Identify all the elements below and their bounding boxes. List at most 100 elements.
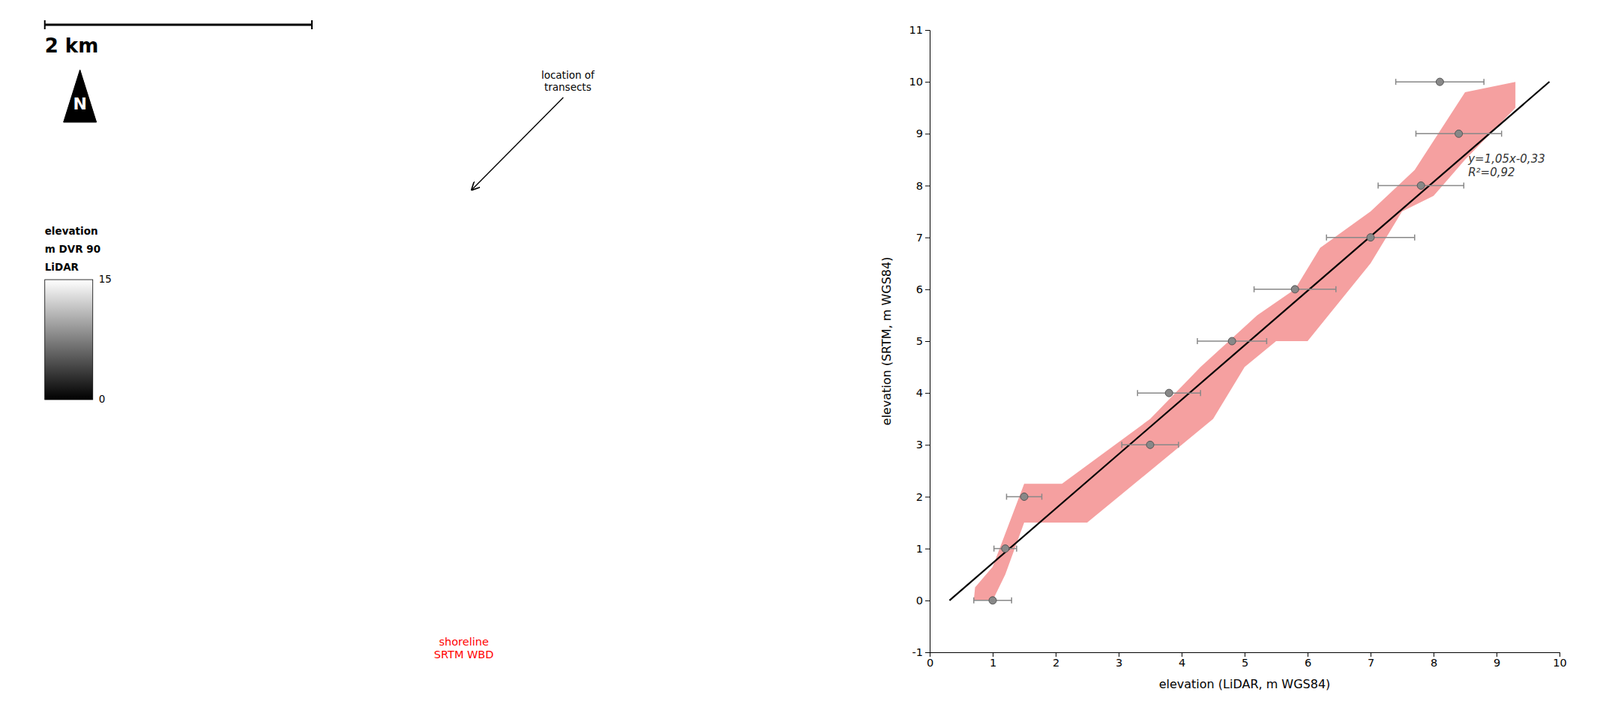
tick-mark bbox=[1181, 652, 1183, 657]
plot-area bbox=[949, 77, 1550, 605]
error-bar bbox=[1326, 234, 1415, 241]
tick-label: 10 bbox=[909, 75, 923, 88]
scatter-point bbox=[1417, 182, 1425, 190]
tick: 0 bbox=[916, 594, 930, 607]
tick-mark bbox=[1118, 652, 1120, 657]
error-bar-cap bbox=[1414, 234, 1416, 241]
tick-mark bbox=[925, 341, 930, 342]
tick: 10 bbox=[909, 75, 930, 88]
tick-mark bbox=[925, 444, 930, 446]
scale-bar-end bbox=[311, 20, 313, 30]
error-bar-cap bbox=[1136, 389, 1139, 396]
tick: -1 bbox=[912, 646, 930, 659]
text-line: R²=0,92 bbox=[1468, 165, 1515, 180]
error-bar-cap bbox=[1266, 338, 1268, 345]
scatter-point bbox=[1146, 440, 1154, 449]
tick-label: 1 bbox=[916, 542, 923, 555]
tick-label: 5 bbox=[916, 335, 923, 348]
tick-label: 6 bbox=[916, 283, 923, 296]
error-bar-cap bbox=[1010, 597, 1013, 604]
axis-domain bbox=[925, 30, 931, 654]
tick-mark bbox=[925, 652, 930, 654]
error-bar-cap bbox=[1120, 441, 1123, 448]
tick: 1 bbox=[989, 652, 997, 669]
error-bar bbox=[1197, 338, 1267, 345]
tick-mark bbox=[925, 81, 930, 83]
error-bar-cap bbox=[973, 597, 975, 604]
tick-mark bbox=[925, 133, 930, 135]
tick-mark bbox=[1559, 652, 1561, 657]
tick-label: 7 bbox=[1367, 656, 1375, 669]
tick: 7 bbox=[916, 231, 930, 244]
tick-label: 9 bbox=[1493, 656, 1501, 669]
error-bar-cap bbox=[1377, 182, 1379, 189]
tick-label: 6 bbox=[1304, 656, 1312, 669]
tick-mark bbox=[925, 497, 930, 498]
error-bar-cap bbox=[1501, 130, 1503, 137]
error-bar-cap bbox=[1177, 441, 1180, 448]
tick-label: 8 bbox=[916, 179, 923, 192]
tick-mark bbox=[1370, 652, 1372, 657]
error-bar bbox=[1137, 389, 1201, 396]
error-bar-cap bbox=[1253, 286, 1256, 293]
tick: 5 bbox=[916, 335, 930, 348]
y-axis-label: elevation (SRTM, m WGS84) bbox=[879, 257, 894, 426]
tick: 2 bbox=[1052, 652, 1060, 669]
colorbar-title: LiDAR bbox=[44, 260, 80, 273]
tick: 7 bbox=[1367, 652, 1375, 669]
error-bar bbox=[973, 597, 1012, 604]
tick-mark bbox=[1433, 652, 1435, 657]
tick: 6 bbox=[1304, 652, 1312, 669]
tick: 2 bbox=[916, 491, 930, 504]
tick-label: 2 bbox=[916, 491, 923, 504]
scatter-point bbox=[988, 596, 997, 605]
tick: 9 bbox=[1493, 652, 1501, 669]
error-bar-cap bbox=[1041, 494, 1043, 501]
colorbar-title: elevation bbox=[44, 224, 99, 237]
scatter-point bbox=[1366, 233, 1375, 242]
tick-label: 4 bbox=[1178, 656, 1186, 669]
scatter-point bbox=[1455, 129, 1463, 138]
error-bar-cap bbox=[1325, 234, 1328, 241]
error-bar bbox=[1254, 286, 1337, 293]
tick-mark bbox=[925, 600, 930, 602]
error-bar bbox=[994, 545, 1017, 552]
tick: 5 bbox=[1241, 652, 1249, 669]
tick-label: 3 bbox=[916, 438, 923, 451]
tick: 6 bbox=[916, 283, 930, 296]
error-bar-cap bbox=[1335, 286, 1337, 293]
text-line: location of bbox=[541, 68, 596, 81]
scale-bar bbox=[44, 20, 312, 30]
tick-label: 9 bbox=[916, 127, 923, 140]
error-bar bbox=[1006, 494, 1042, 501]
transect-label: location oftransects bbox=[541, 68, 596, 93]
fit-line bbox=[949, 81, 1550, 601]
tick: 3 bbox=[1115, 652, 1123, 669]
tick-mark bbox=[1055, 652, 1057, 657]
tick-label: 1 bbox=[989, 656, 997, 669]
chart-svg: 012345678910-101234567891011elevation (L… bbox=[0, 0, 1600, 722]
error-bar-cap bbox=[1199, 389, 1202, 396]
scatter-point bbox=[1291, 285, 1299, 294]
tick-label: 7 bbox=[916, 231, 923, 244]
error-bar-cap bbox=[1463, 182, 1466, 189]
tick: 9 bbox=[916, 127, 930, 140]
error-bar-cap bbox=[1006, 494, 1008, 501]
tick-label: 11 bbox=[909, 23, 923, 36]
text-line: shoreline bbox=[438, 635, 489, 648]
colorbar-tick-label: 0 bbox=[98, 392, 106, 405]
tick: 0 bbox=[926, 652, 934, 669]
x-axis-label: elevation (LiDAR, m WGS84) bbox=[1159, 677, 1331, 692]
fit-annotation: y=1,05x-0,33R²=0,92 bbox=[1467, 152, 1546, 180]
tick-label: 10 bbox=[1552, 656, 1567, 669]
axis-domain bbox=[930, 653, 1561, 658]
tick-label: 5 bbox=[1241, 656, 1249, 669]
tick: 3 bbox=[916, 438, 930, 451]
tick-mark bbox=[1244, 652, 1246, 657]
error-bar bbox=[1396, 78, 1485, 85]
scatter-point bbox=[1020, 493, 1028, 501]
tick-label: 3 bbox=[1115, 656, 1123, 669]
north-arrow bbox=[63, 69, 97, 123]
confidence-band bbox=[973, 81, 1516, 601]
scatter-point bbox=[1001, 545, 1010, 553]
